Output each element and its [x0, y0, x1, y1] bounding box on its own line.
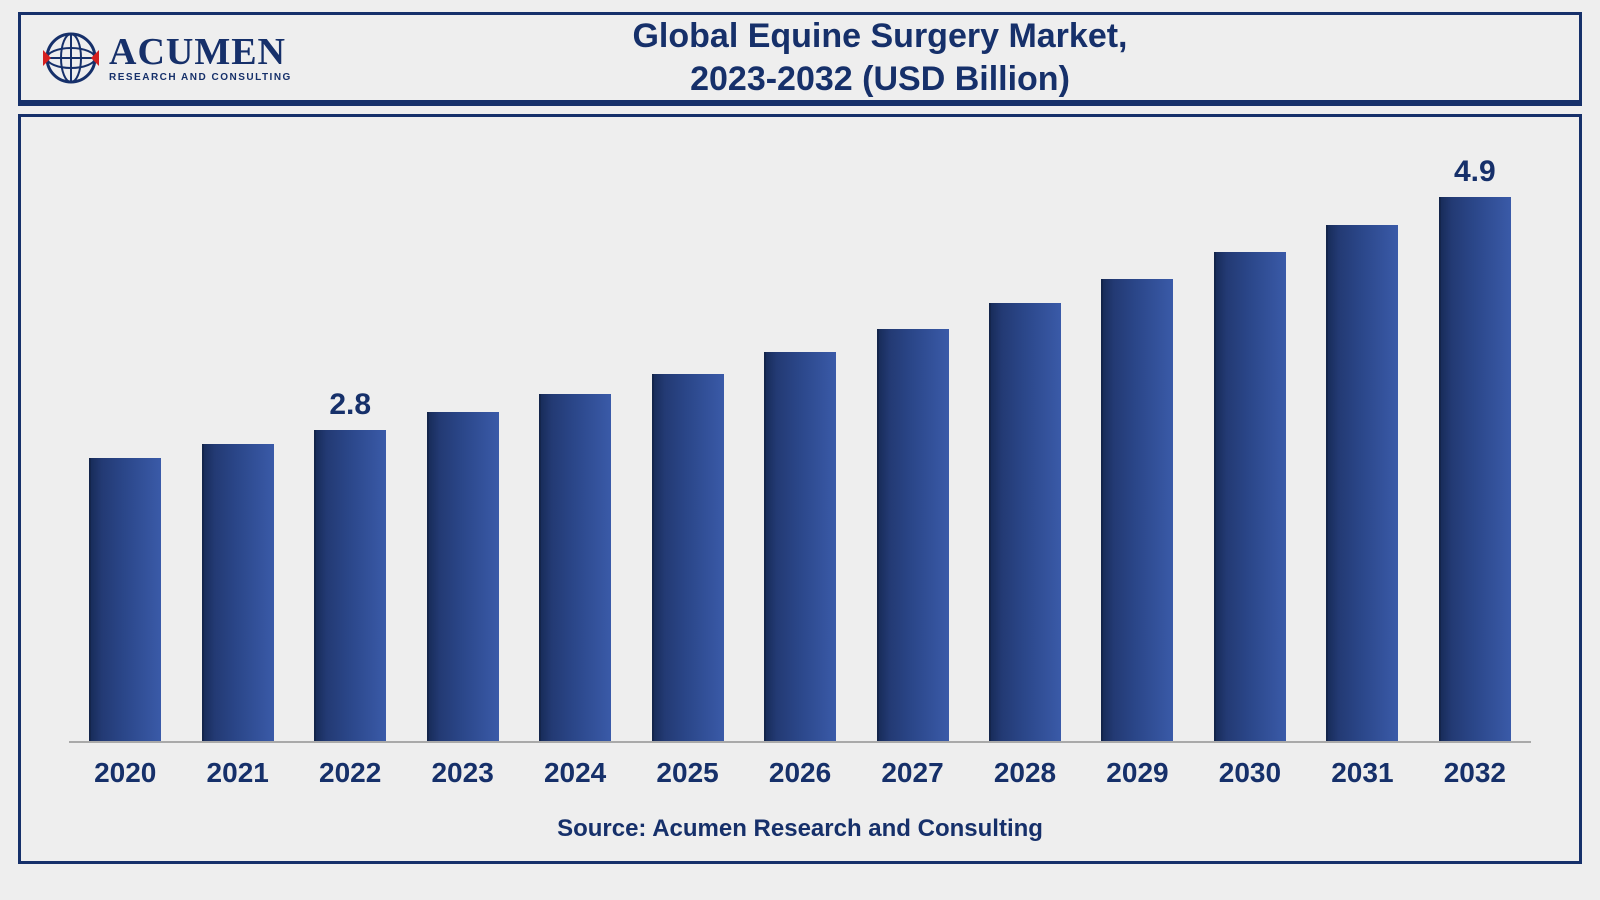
bar	[1326, 225, 1398, 741]
bar-slot: 2.8	[294, 157, 406, 741]
logo-main-text: ACUMEN	[109, 33, 292, 71]
bar	[539, 394, 611, 741]
x-tick-label: 2022	[294, 757, 406, 789]
plot-area: 2.8 4.9	[69, 157, 1531, 743]
header-row: ACUMEN RESEARCH AND CONSULTING Global Eq…	[21, 15, 1579, 103]
bar	[764, 352, 836, 741]
bar-value-label: 4.9	[1454, 155, 1496, 189]
bar-slot	[1194, 157, 1306, 741]
bar-slot	[69, 157, 181, 741]
bar	[427, 412, 499, 741]
x-tick-label: 2021	[181, 757, 293, 789]
x-tick-label: 2023	[406, 757, 518, 789]
x-tick-label: 2024	[519, 757, 631, 789]
logo-text: ACUMEN RESEARCH AND CONSULTING	[109, 33, 292, 83]
title-line-2: 2023-2032 (USD Billion)	[381, 58, 1379, 101]
bar-slot: 4.9	[1419, 157, 1531, 741]
bar-slot	[519, 157, 631, 741]
bar-slot	[406, 157, 518, 741]
x-tick-label: 2020	[69, 757, 181, 789]
title-line-1: Global Equine Surgery Market,	[381, 15, 1379, 58]
x-tick-label: 2031	[1306, 757, 1418, 789]
logo-sub-text: RESEARCH AND CONSULTING	[109, 73, 292, 83]
bar	[652, 374, 724, 741]
x-tick-label: 2026	[744, 757, 856, 789]
x-tick-label: 2030	[1194, 757, 1306, 789]
bars-container: 2.8 4.9	[69, 157, 1531, 741]
x-tick-label: 2025	[631, 757, 743, 789]
x-tick-label: 2029	[1081, 757, 1193, 789]
bar-slot	[744, 157, 856, 741]
chart-title: Global Equine Surgery Market, 2023-2032 …	[381, 15, 1579, 100]
bar-slot	[856, 157, 968, 741]
bar	[989, 303, 1061, 741]
bar-slot	[969, 157, 1081, 741]
globe-icon	[43, 30, 99, 86]
x-tick-label: 2027	[856, 757, 968, 789]
x-axis-baseline	[69, 741, 1531, 743]
bar	[89, 458, 161, 741]
bar	[877, 329, 949, 741]
header-frame: ACUMEN RESEARCH AND CONSULTING Global Eq…	[18, 12, 1582, 106]
bar	[314, 430, 386, 741]
chart-frame: 2.84.9 202020212022202320242025202620272…	[18, 114, 1582, 864]
x-tick-label: 2028	[969, 757, 1081, 789]
bar-slot	[181, 157, 293, 741]
x-axis: 2020202120222023202420252026202720282029…	[69, 757, 1531, 789]
logo: ACUMEN RESEARCH AND CONSULTING	[21, 30, 381, 86]
source-text: Source: Acumen Research and Consulting	[21, 815, 1579, 843]
x-tick-label: 2032	[1419, 757, 1531, 789]
bar	[1101, 279, 1173, 741]
bar-value-label: 2.8	[329, 388, 371, 422]
bar	[1214, 252, 1286, 741]
bar-slot	[1081, 157, 1193, 741]
bar-slot	[631, 157, 743, 741]
bar-slot	[1306, 157, 1418, 741]
bar	[1439, 197, 1511, 741]
bar	[202, 444, 274, 741]
